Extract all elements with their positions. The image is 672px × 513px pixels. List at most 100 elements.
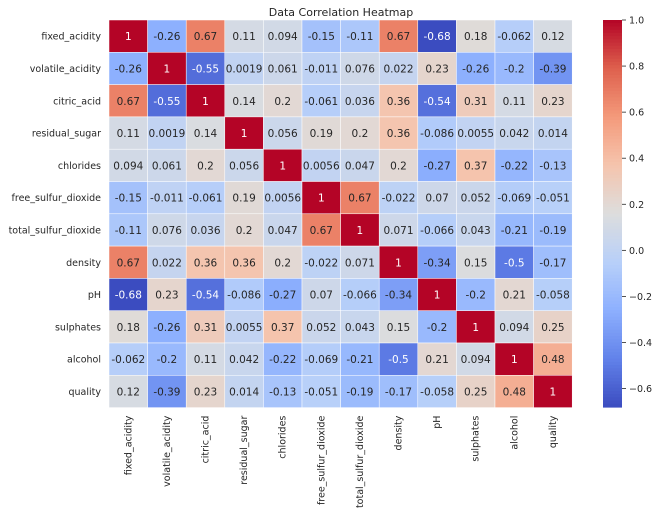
heatmap-cell [108,245,148,279]
colorbar-segment [603,239,622,244]
colorbar-segment [603,303,622,308]
cell-value-label: 0.0019 [149,128,186,140]
colorbar-segment [603,39,622,44]
cell-value-label: 0.23 [541,96,564,108]
heatmap-cell [301,19,341,53]
cell-value-label: -0.19 [539,225,566,237]
heatmap-cell [263,310,303,344]
heatmap-cell [301,342,341,376]
cell-value-label: -0.051 [536,193,570,205]
colorbar-segment [603,265,622,269]
cell-value-label: 0.36 [194,257,218,269]
heatmap-cell [301,375,341,408]
heatmap-cell [456,116,496,150]
cell-value-label: 0.043 [345,322,375,334]
colorbar-segment [603,23,622,28]
colorbar-tick-label: −0.4 [629,338,652,349]
cell-value-label: -0.26 [153,31,180,43]
cell-value-label: -0.13 [539,160,566,172]
cell-value-label: -0.11 [346,31,373,43]
colorbar-segment [603,332,622,337]
heatmap-cell [378,181,419,215]
cell-value-label: 0.2 [274,96,291,108]
colorbar-segment [603,336,622,340]
heatmap-cell [340,310,380,344]
y-tick-label: fixed_acidity [41,32,101,43]
cell-value-label: -0.061 [304,96,338,108]
colorbar-segment [603,258,622,263]
cell-value-label: 0.014 [538,128,568,140]
colorbar-segment [603,78,622,82]
cell-value-label: 0.043 [461,225,491,237]
colorbar-segment [603,210,622,215]
heatmap-cell [378,52,419,85]
heatmap-cell [494,116,534,150]
colorbar-segment [603,326,622,331]
cell-value-label: -0.058 [420,386,454,398]
colorbar-segment [603,184,622,189]
cell-value-label: -0.21 [346,354,373,366]
colorbar-segment [603,261,622,266]
cell-value-label: 0.0019 [226,63,263,75]
cell-value-label: -0.066 [420,225,454,237]
heatmap-cell [263,245,303,279]
heatmap-cell [185,116,226,150]
colorbar-segment [603,200,622,205]
colorbar-segment [603,345,622,350]
y-tick-label: free_sulfur_dioxide [12,193,102,204]
colorbar-segment [603,197,622,202]
colorbar-segment [603,129,622,134]
colorbar-segment [603,45,622,50]
colorbar-segment [603,381,622,386]
colorbar-segment [603,55,622,60]
colorbar-segment [603,168,622,173]
y-tick-label: residual_sugar [32,129,101,140]
heatmap-cell [378,342,419,376]
cell-value-label: -0.34 [385,290,412,302]
colorbar-segment [603,268,622,273]
cell-value-label: -0.21 [501,225,528,237]
y-tick-label: density [66,258,101,269]
cell-value-label: -0.11 [115,225,142,237]
cell-value-label: -0.68 [424,31,451,43]
cell-value-label: 0.094 [499,322,529,334]
cell-value-label: 0.042 [499,128,529,140]
cell-value-label: 0.07 [310,290,333,302]
heatmap-cell [417,181,457,215]
cell-value-label: 0.67 [310,225,333,237]
x-tick-label: residual_sugar [239,416,250,485]
heatmap-cell [147,278,187,311]
cell-value-label: 0.31 [464,96,487,108]
cell-value-label: -0.68 [115,290,142,302]
heatmap-cell [263,375,303,408]
cell-value-label: -0.22 [269,354,296,366]
cell-value-label: -0.022 [304,257,338,269]
heatmap-cell [263,213,303,247]
heatmap-cell [147,19,187,53]
colorbar-tick-label: 0.8 [629,62,644,73]
colorbar-segment [603,316,622,321]
heatmap-cell [417,213,457,247]
colorbar-segment [603,58,622,63]
cell-value-label: 0.67 [194,31,217,43]
colorbar-segment [603,352,622,356]
x-tick-labels: fixed_acidity volatile_acidity citric_acid… [123,415,559,508]
colorbar-segment [603,219,622,224]
heatmap-cell [417,342,457,376]
cell-value-label: 0.061 [268,63,298,75]
colorbar-segment [603,342,622,347]
heatmap-cell [533,19,573,53]
colorbar-tick-label: 0.0 [629,246,644,257]
colorbar-segment [603,26,622,31]
colorbar-segment [603,245,622,250]
colorbar-segment [603,61,622,66]
cell-value-label: 0.2 [390,160,407,172]
x-tick-label: quality [548,415,559,448]
cell-value-label: -0.061 [189,193,223,205]
colorbar-segment [603,136,622,140]
cell-value-label: 0.071 [345,257,375,269]
cell-value-label: -0.15 [308,31,335,43]
heatmap-cell [533,375,573,408]
cell-value-label: 0.11 [503,96,526,108]
